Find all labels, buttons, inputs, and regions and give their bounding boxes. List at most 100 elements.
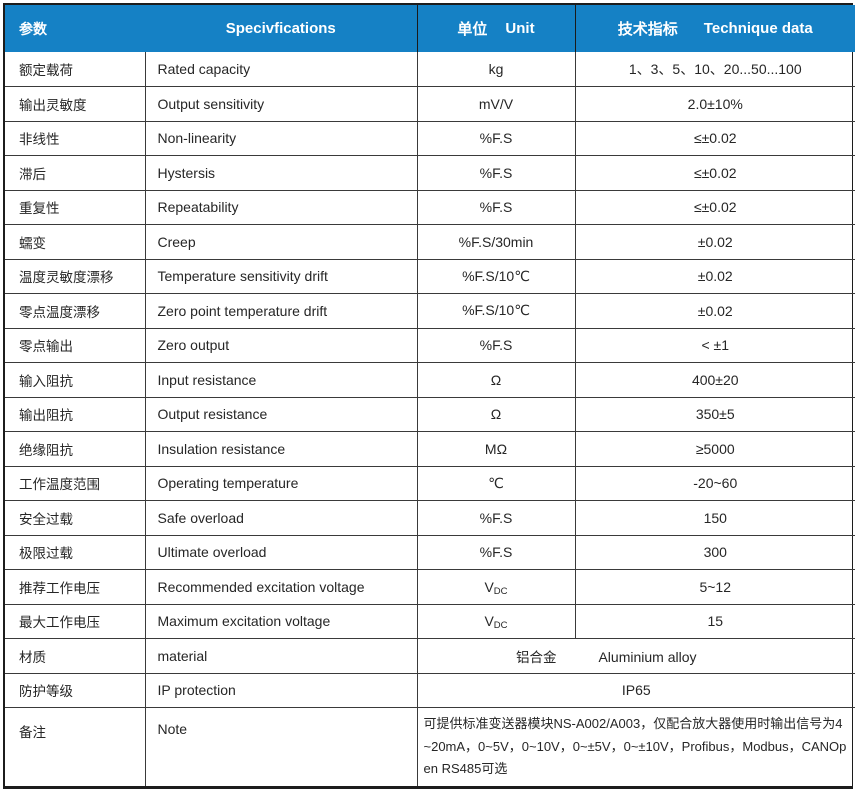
param-en-cell: Recommended excitation voltage	[144, 569, 417, 604]
value-cell: ±0.02	[574, 258, 855, 294]
param-en-cell: Insulation resistance	[144, 431, 417, 466]
param-cn-cell: 重复性	[5, 189, 145, 225]
value-cell: 150	[574, 500, 855, 535]
param-cn-cell: 温度灵敏度漂移	[5, 258, 145, 294]
value-cell: 350±5	[574, 396, 855, 432]
param-en-cell: Zero output	[144, 327, 417, 363]
value-cell: 5~12	[574, 569, 855, 604]
spec-table-container: 参数 Specivfications 单位 Unit 技术指标 Techniqu…	[3, 3, 855, 789]
param-en-cell: Repeatability	[144, 189, 417, 225]
param-en-cell: Creep	[144, 224, 417, 259]
unit-cell: Ω	[416, 396, 575, 432]
param-cn-cell: 工作温度范围	[5, 465, 145, 501]
value-cell: < ±1	[574, 327, 855, 363]
value-cell: 400±20	[574, 362, 855, 397]
unit-subscript: DC	[493, 585, 508, 597]
table-row: 零点温度漂移 Zero point temperature drift %F.S/1…	[5, 293, 855, 328]
param-cn-cell: 蠕变	[5, 224, 145, 259]
param-cn-cell: 材质	[5, 638, 145, 673]
table-row: 温度灵敏度漂移 Temperature sensitivity drift %F.S…	[5, 258, 855, 294]
table-row: 工作温度范围 Operating temperature ℃ -20~60	[5, 465, 855, 501]
unit-cell: %F.S	[416, 500, 575, 535]
header-unit: 单位 Unit	[416, 5, 575, 52]
param-en-cell: material	[144, 638, 417, 673]
table-row: 极限过载 Ultimate overload %F.S 300	[5, 534, 855, 570]
value-cell: -20~60	[574, 465, 855, 501]
unit-cell: %F.S	[416, 189, 575, 225]
param-en-cell: Output resistance	[144, 396, 417, 432]
header-param-cn: 参数	[5, 5, 145, 52]
param-en-cell: Operating temperature	[144, 465, 417, 501]
specifications-table: 参数 Specivfications 单位 Unit 技术指标 Techniqu…	[5, 5, 855, 786]
table-row: 滞后 Hystersis %F.S ≤±0.02	[5, 155, 855, 190]
merged-value-cell: 铝合金 Aluminium alloy	[416, 638, 855, 673]
unit-cell: %F.S/10℃	[416, 293, 575, 328]
material-value: 铝合金 Aluminium alloy	[516, 646, 697, 666]
param-cn-cell: 零点输出	[5, 327, 145, 363]
unit-cell: kg	[416, 52, 575, 87]
param-en-cell: Hystersis	[144, 155, 417, 190]
table-body: 额定载荷 Rated capacity kg 1、3、5、10、20...50...1…	[5, 52, 855, 786]
table-row: 零点输出 Zero output %F.S < ±1	[5, 327, 855, 363]
value-cell: ≤±0.02	[574, 155, 855, 190]
param-cn-cell: 输出阻抗	[5, 396, 145, 432]
param-en-cell: Non-linearity	[144, 120, 417, 156]
param-cn-cell: 推荐工作电压	[5, 569, 145, 604]
unit-cell: %F.S	[416, 327, 575, 363]
unit-symbol: V	[484, 578, 494, 595]
header-unit-en: Unit	[505, 20, 535, 37]
value-cell: ±0.02	[574, 224, 855, 259]
unit-cell: VDC	[416, 569, 575, 604]
param-en-cell: Input resistance	[144, 362, 417, 397]
unit-cell: %F.S	[416, 155, 575, 190]
table-row: 最大工作电压 Maximum excitation voltage VDC 15	[5, 603, 855, 639]
value-cell: 15	[574, 603, 855, 639]
param-cn-cell: 最大工作电压	[5, 603, 145, 639]
table-row: 输出灵敏度 Output sensitivity mV/V 2.0±10%	[5, 86, 855, 121]
param-cn-cell: 非线性	[5, 120, 145, 156]
unit-cell: MΩ	[416, 431, 575, 466]
param-cn-cell: 零点温度漂移	[5, 293, 145, 328]
value-cell: ±0.02	[574, 293, 855, 328]
param-en-cell: Temperature sensitivity drift	[144, 258, 417, 294]
table-row: 推荐工作电压 Recommended excitation voltage VDC 5…	[5, 569, 855, 604]
unit-symbol: V	[484, 613, 494, 630]
header-specifications: Specivfications	[145, 5, 417, 52]
param-en-cell: Note	[144, 707, 417, 786]
param-en-cell: Zero point temperature drift	[144, 293, 417, 328]
param-cn-cell: 输入阻抗	[5, 362, 145, 397]
note-cell: 可提供标准变送器模块NS-A002/A003，仅配合放大器使用时输出信号为4~2…	[416, 707, 855, 786]
table-row: 材质 material 铝合金 Aluminium alloy	[5, 638, 855, 673]
unit-cell: mV/V	[416, 86, 575, 121]
unit-cell: VDC	[416, 603, 575, 639]
value-cell: 1、3、5、10、20...50...100	[574, 52, 855, 87]
header-technique-data: 技术指标 Technique data	[574, 5, 855, 52]
param-en-cell: Output sensitivity	[144, 86, 417, 121]
header-row: 参数 Specivfications 单位 Unit 技术指标 Techniqu…	[5, 5, 855, 52]
param-cn-cell: 备注	[5, 707, 145, 786]
param-cn-cell: 输出灵敏度	[5, 86, 145, 121]
table-row: 安全过载 Safe overload %F.S 150	[5, 500, 855, 535]
param-cn-cell: 额定载荷	[19, 63, 73, 78]
param-cn-cell: 安全过载	[5, 500, 145, 535]
value-cell: ≤±0.02	[574, 120, 855, 156]
param-en-cell: Rated capacity	[144, 52, 417, 87]
unit-cell: Ω	[416, 362, 575, 397]
param-en-cell: Safe overload	[144, 500, 417, 535]
unit-cell: ℃	[416, 465, 575, 501]
unit-cell: %F.S	[416, 120, 575, 156]
table-row: 蠕变 Creep %F.S/30min ±0.02	[5, 224, 855, 259]
unit-subscript: DC	[493, 620, 508, 632]
param-en-cell: Maximum excitation voltage	[144, 603, 417, 639]
param-cn-cell: 防护等级	[5, 672, 145, 708]
header-technique-cn: 技术指标	[617, 21, 678, 38]
param-cn-cell: 极限过载	[5, 534, 145, 570]
table-row: 输入阻抗 Input resistance Ω 400±20	[5, 362, 855, 397]
param-cn-cell: 绝缘阻抗	[5, 431, 145, 466]
unit-cell: %F.S/30min	[416, 224, 575, 259]
unit-cell: %F.S	[416, 534, 575, 570]
table-row: 重复性 Repeatability %F.S ≤±0.02	[5, 189, 855, 225]
table-row: 绝缘阻抗 Insulation resistance MΩ ≥5000	[5, 431, 855, 466]
param-en-cell: Ultimate overload	[144, 534, 417, 570]
header-unit-cn: 单位	[457, 21, 488, 38]
